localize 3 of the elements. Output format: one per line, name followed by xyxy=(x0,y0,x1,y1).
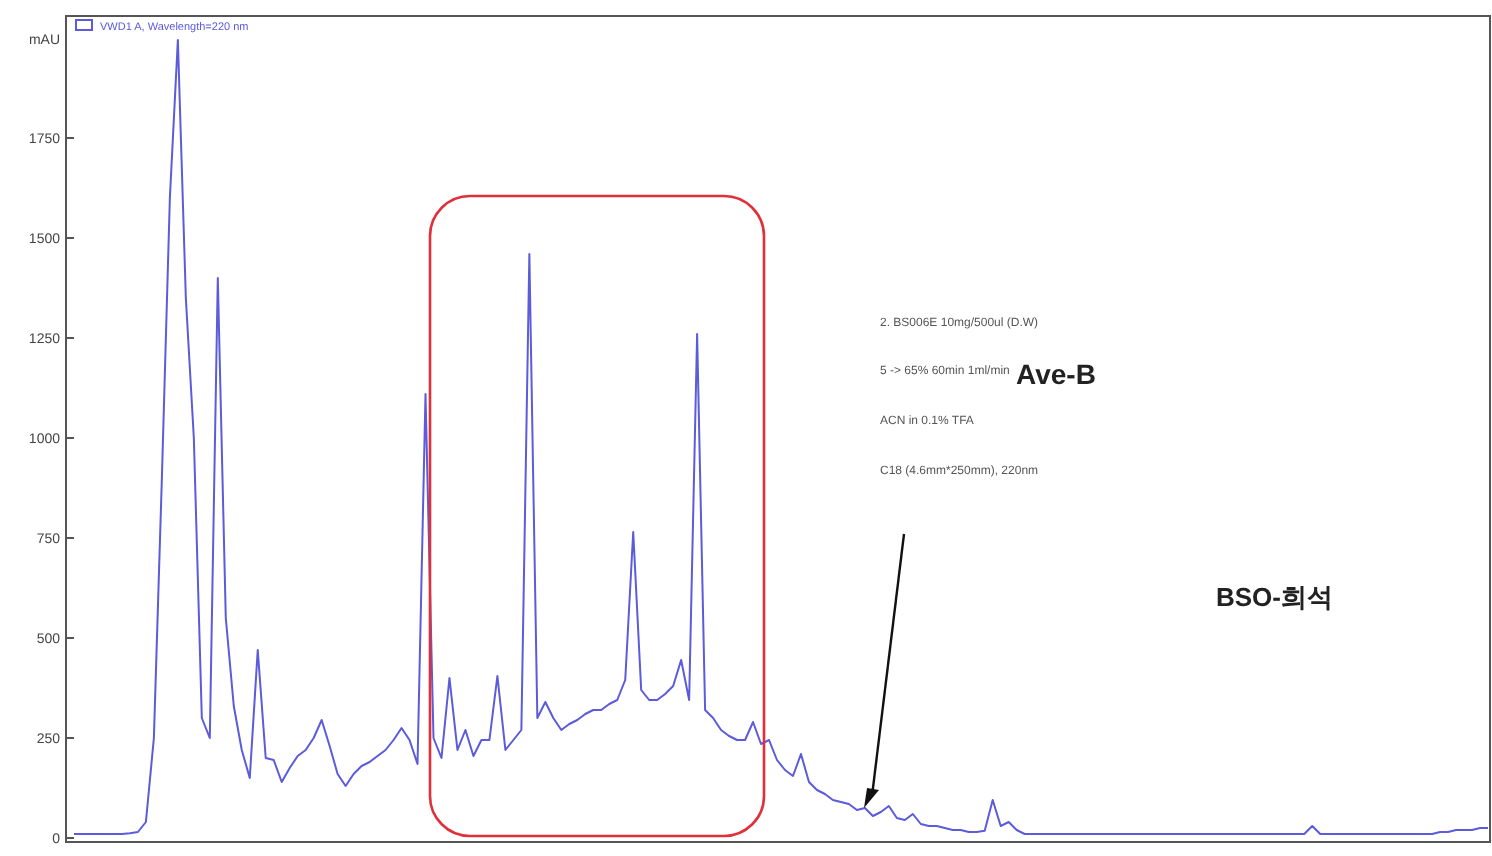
annotation: BSO-희석 xyxy=(1216,582,1333,612)
annotation: Ave-B xyxy=(1016,358,1096,390)
line-series xyxy=(73,39,1489,835)
